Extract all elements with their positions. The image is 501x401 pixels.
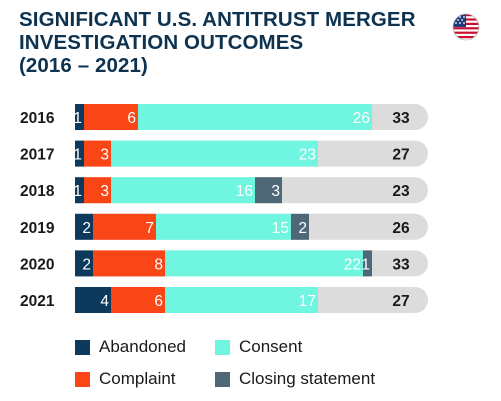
bar-segment-closing-2018 [255, 177, 282, 204]
bar-segment-consent-2017 [111, 140, 318, 167]
bar-segment-abandoned-2020 [75, 250, 93, 277]
data-label-complaint-2017: 3 [100, 147, 109, 164]
chart-title-line-1: SIGNIFICANT U.S. ANTITRUST MERGER [19, 8, 416, 31]
data-label-abandoned-2016: 1 [73, 110, 82, 127]
data-label-abandoned-2017: 1 [73, 147, 82, 164]
bar-segment-abandoned-2017 [75, 140, 84, 167]
bar-segment-consent-2021 [165, 287, 318, 313]
bar-segment-abandoned-2018 [75, 177, 84, 204]
data-label-abandoned-2020: 2 [82, 256, 91, 273]
total-label-2020: 33 [392, 256, 410, 273]
total-label-2021: 27 [392, 293, 409, 310]
legend-swatch-complaint [75, 371, 90, 387]
chart-title-line-2: INVESTIGATION OUTCOMES [19, 31, 304, 54]
data-label-complaint-2019: 7 [145, 220, 154, 237]
legend-item-complaint: Complaint [75, 369, 176, 389]
bar-segment-abandoned-2016 [75, 104, 84, 130]
data-label-complaint-2021: 6 [154, 293, 163, 310]
us-flag-icon [452, 13, 480, 41]
chart-title-line-3: (2016 – 2021) [19, 54, 148, 77]
legend-swatch-closing-statement [215, 371, 230, 387]
bar-segment-abandoned-2019 [75, 213, 93, 240]
data-label-complaint-2020: 8 [154, 256, 163, 273]
data-label-abandoned-2018: 1 [73, 183, 82, 200]
bar-segment-closing-2019 [291, 213, 309, 240]
bar-segment-consent-2016 [138, 104, 372, 130]
legend-label-complaint: Complaint [99, 369, 176, 388]
data-label-consent-2021: 17 [299, 293, 316, 310]
total-label-2017: 27 [392, 147, 409, 164]
bar-segment-complaint-2019 [93, 213, 156, 240]
data-label-abandoned-2021: 4 [100, 293, 109, 310]
total-label-2016: 33 [392, 110, 410, 127]
category-label-2018: 2018 [20, 183, 55, 200]
bar-segment-consent-2020 [165, 250, 363, 277]
bar-segment-complaint-2021 [111, 287, 165, 313]
chart-title: SIGNIFICANT U.S. ANTITRUST MERGER INVEST… [19, 8, 439, 77]
data-label-complaint-2016: 6 [127, 110, 136, 127]
bar-segment-abandoned-2021 [75, 287, 111, 313]
legend-item-consent: Consent [215, 337, 302, 357]
bar-segment-consent-2018 [111, 177, 255, 204]
category-label-2021: 2021 [20, 293, 55, 310]
legend-label-abandoned: Abandoned [99, 337, 186, 356]
data-label-closing-2018: 3 [271, 183, 280, 200]
data-label-closing-2020: 1 [361, 256, 370, 273]
legend-item-closing-statement: Closing statement [215, 369, 375, 389]
bar-segment-complaint-2017 [84, 140, 111, 167]
bar-segment-complaint-2020 [93, 250, 165, 277]
legend-item-abandoned: Abandoned [75, 337, 186, 357]
total-label-2018: 23 [392, 183, 410, 200]
bar-segment-complaint-2016 [84, 104, 138, 130]
data-label-consent-2020: 22 [344, 256, 361, 273]
category-label-2019: 2019 [20, 220, 55, 237]
category-label-2017: 2017 [20, 147, 54, 164]
category-label-2016: 2016 [20, 110, 55, 127]
bar-segment-complaint-2018 [84, 177, 111, 204]
data-label-complaint-2018: 3 [100, 183, 109, 200]
data-label-consent-2016: 26 [353, 110, 370, 127]
data-label-consent-2018: 16 [236, 183, 253, 200]
legend-swatch-consent [215, 339, 230, 355]
bar-segment-consent-2019 [156, 213, 291, 240]
data-label-abandoned-2019: 2 [82, 220, 91, 237]
legend-label-closing-statement: Closing statement [239, 369, 376, 388]
bar-segment-closing-2020 [363, 250, 372, 277]
total-label-2019: 26 [392, 220, 410, 237]
data-label-consent-2017: 23 [299, 147, 316, 164]
legend-swatch-abandoned [75, 339, 90, 355]
data-label-closing-2019: 2 [298, 220, 307, 237]
legend-label-consent: Consent [239, 337, 303, 356]
category-label-2020: 2020 [20, 256, 54, 273]
data-label-consent-2019: 15 [272, 220, 289, 237]
